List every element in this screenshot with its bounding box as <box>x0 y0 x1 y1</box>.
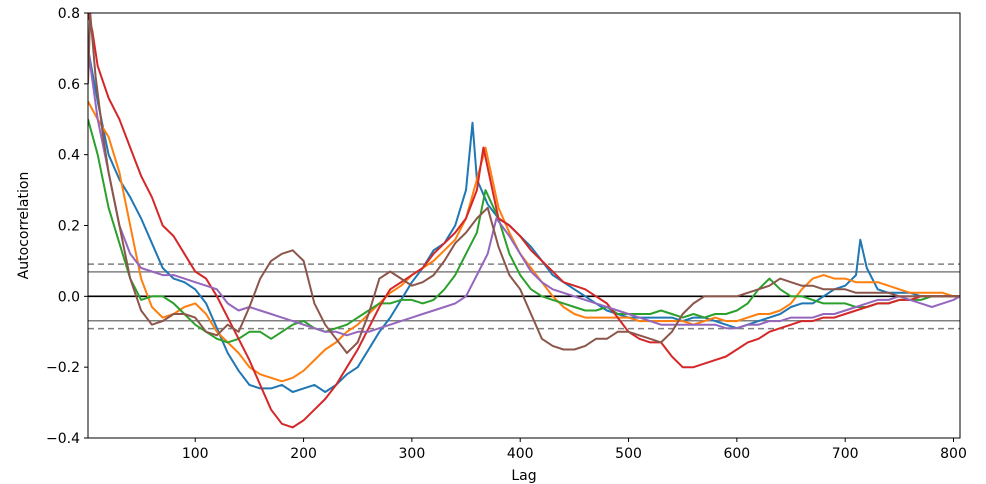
x-tick-label: 800 <box>940 446 967 462</box>
y-axis-title: Autocorrelation <box>16 172 32 280</box>
x-tick-label: 400 <box>507 446 534 462</box>
x-axis: 100 200 300 400 500 600 700 800 <box>182 438 967 462</box>
y-tick-label: 0.4 <box>58 148 80 164</box>
x-axis-title: Lag <box>511 468 536 484</box>
x-tick-label: 600 <box>723 446 750 462</box>
y-tick-label: 0.0 <box>58 289 80 305</box>
y-axis: −0.4 −0.2 0.0 0.2 0.4 0.6 0.8 <box>46 6 88 447</box>
series-line-4 <box>88 13 960 429</box>
x-tick-label: 200 <box>290 446 317 462</box>
series-lines <box>88 13 960 429</box>
y-tick-label: 0.2 <box>58 219 80 235</box>
x-tick-label: 300 <box>399 446 426 462</box>
y-tick-label: 0.6 <box>58 77 80 93</box>
x-tick-label: 500 <box>615 446 642 462</box>
series-line-6 <box>88 13 960 354</box>
y-tick-label: −0.4 <box>46 431 80 447</box>
plot-frame <box>87 12 961 439</box>
series-line-3 <box>88 119 960 344</box>
y-tick-label: −0.2 <box>46 360 80 376</box>
x-tick-label: 700 <box>832 446 859 462</box>
series-line-1 <box>88 48 960 393</box>
x-tick-label: 100 <box>182 446 209 462</box>
y-tick-label: 0.8 <box>58 6 80 22</box>
series-line-5 <box>88 48 960 337</box>
